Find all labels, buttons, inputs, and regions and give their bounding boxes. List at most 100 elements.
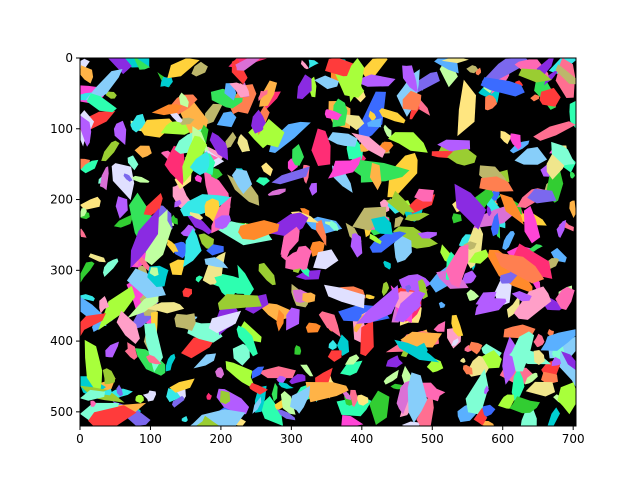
cell-region	[126, 268, 166, 299]
x-tick-label: 300	[280, 432, 303, 446]
cell-region	[318, 311, 341, 338]
cell-region	[365, 294, 375, 300]
cell-region	[462, 364, 473, 375]
cell-region	[238, 220, 280, 240]
cell-region	[251, 366, 265, 379]
cell-region	[103, 258, 119, 277]
cell-region	[195, 275, 203, 283]
cell-region	[401, 421, 420, 426]
cell-region	[514, 147, 548, 165]
cell-region	[328, 339, 337, 350]
cell-region	[86, 93, 117, 113]
cell-region	[144, 209, 172, 266]
cell-region	[498, 394, 515, 409]
cell-region	[555, 64, 576, 85]
cell-region	[341, 415, 364, 426]
cell-region	[280, 391, 296, 415]
cell-region	[451, 338, 459, 346]
cell-region	[547, 407, 560, 426]
cell-region	[465, 368, 489, 415]
cell-region	[292, 144, 304, 166]
cell-region	[257, 366, 296, 379]
segmented-cells	[80, 58, 576, 426]
cell-region	[171, 241, 190, 259]
cell-region	[308, 59, 319, 69]
cell-region	[116, 310, 140, 344]
cell-region	[101, 140, 120, 162]
cell-region	[142, 390, 157, 402]
cell-region	[539, 87, 561, 107]
cell-region	[300, 364, 314, 377]
cell-region	[369, 231, 407, 253]
cell-region	[113, 120, 127, 145]
cell-region	[314, 75, 339, 90]
cell-region	[80, 228, 87, 238]
cell-region	[286, 307, 300, 331]
cell-region	[195, 415, 220, 426]
cell-region	[386, 190, 415, 216]
cell-region	[404, 212, 430, 222]
cell-region	[182, 287, 192, 298]
cell-region	[131, 175, 150, 183]
cell-region	[113, 214, 133, 228]
cell-region	[468, 249, 489, 264]
cell-region	[164, 145, 186, 186]
cell-region	[381, 281, 390, 297]
cell-region	[388, 132, 428, 153]
cell-region	[80, 159, 99, 174]
cell-region	[383, 124, 392, 139]
cell-region	[414, 188, 434, 202]
cell-region	[151, 104, 182, 116]
cell-region	[261, 162, 273, 177]
cell-region	[541, 371, 558, 385]
cell-region	[475, 67, 481, 76]
cell-region	[278, 381, 294, 389]
cell-region	[124, 342, 138, 360]
cell-region	[451, 314, 464, 337]
cell-region	[106, 91, 117, 99]
y-tick-label: 500	[50, 405, 73, 419]
cell-region	[276, 375, 287, 383]
cell-region	[533, 350, 545, 365]
cell-region	[179, 117, 195, 125]
y-tick-label: 0	[65, 51, 73, 65]
cell-region	[80, 376, 106, 399]
cell-region	[135, 394, 144, 404]
cell-region	[441, 58, 469, 64]
cell-region	[353, 74, 396, 87]
cell-region	[300, 208, 310, 217]
cell-region	[451, 213, 462, 224]
cell-region	[437, 139, 471, 152]
cell-region	[329, 220, 339, 231]
cell-region	[511, 368, 525, 402]
cell-region	[127, 290, 160, 319]
cell-region	[181, 416, 188, 422]
cell-region	[208, 310, 242, 334]
cell-region	[99, 166, 109, 191]
cell-region	[466, 289, 479, 301]
cell-region	[88, 253, 106, 263]
x-tick-label: 100	[139, 432, 162, 446]
cell-region	[311, 128, 331, 166]
cell-region	[84, 339, 103, 397]
cell-region	[499, 193, 524, 225]
cell-region	[352, 206, 387, 231]
y-tick-label: 300	[50, 263, 73, 277]
cell-region	[344, 354, 360, 365]
cell-region	[561, 351, 576, 371]
cell-region	[216, 111, 237, 128]
cell-region	[219, 390, 231, 405]
cell-region	[140, 118, 175, 138]
cell-region	[236, 325, 258, 357]
cell-region	[527, 188, 557, 204]
cell-region	[166, 239, 179, 254]
cell-region	[277, 409, 296, 421]
cell-region	[169, 378, 195, 393]
cell-region	[557, 382, 576, 415]
cell-region	[206, 392, 212, 400]
cell-region	[555, 286, 575, 310]
cell-region	[214, 275, 237, 300]
cell-region	[393, 235, 412, 263]
cell-region	[324, 284, 365, 309]
axes-frame	[79, 57, 577, 427]
